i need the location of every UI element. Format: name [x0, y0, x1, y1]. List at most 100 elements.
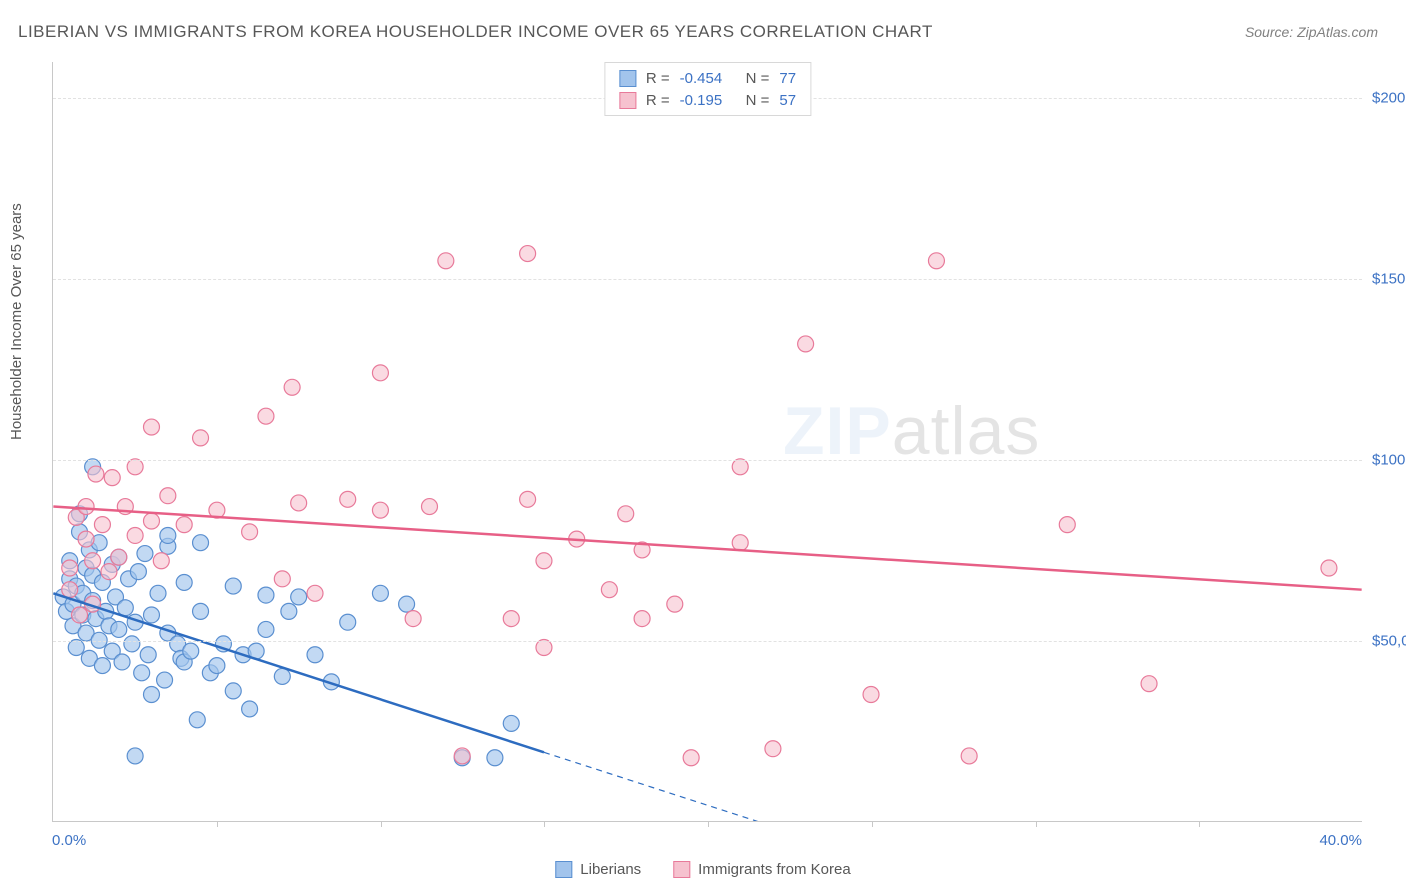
source-name: ZipAtlas.com: [1297, 24, 1378, 40]
data-point: [601, 582, 617, 598]
legend-swatch: [619, 92, 636, 109]
data-point: [209, 658, 225, 674]
legend-label: Immigrants from Korea: [698, 861, 851, 878]
source-prefix: Source:: [1245, 24, 1297, 40]
data-point: [1141, 676, 1157, 692]
x-tick: [544, 821, 545, 827]
data-point: [274, 571, 290, 587]
legend-item: Immigrants from Korea: [673, 861, 851, 878]
data-point: [143, 513, 159, 529]
data-point: [111, 621, 127, 637]
data-point: [62, 582, 78, 598]
data-point: [928, 253, 944, 269]
legend-item: Liberians: [555, 861, 641, 878]
data-point: [667, 596, 683, 612]
data-point: [130, 564, 146, 580]
y-gridline: [53, 279, 1362, 280]
data-point: [340, 614, 356, 630]
data-point: [193, 535, 209, 551]
y-tick-label: $200,000: [1372, 90, 1406, 107]
x-tick: [872, 821, 873, 827]
data-point: [281, 603, 297, 619]
data-point: [732, 535, 748, 551]
legend-swatch: [673, 861, 690, 878]
data-point: [111, 549, 127, 565]
data-point: [153, 553, 169, 569]
data-point: [85, 553, 101, 569]
data-point: [124, 636, 140, 652]
data-point: [520, 491, 536, 507]
legend-n-value: 57: [779, 92, 796, 109]
data-point: [372, 365, 388, 381]
data-point: [127, 527, 143, 543]
legend-n-label: N =: [746, 92, 770, 109]
legend-swatch: [619, 70, 636, 87]
data-point: [291, 589, 307, 605]
data-point: [127, 748, 143, 764]
x-axis-max-label: 40.0%: [1319, 832, 1362, 849]
data-point: [683, 750, 699, 766]
data-point: [134, 665, 150, 681]
y-gridline: [53, 460, 1362, 461]
source-attribution: Source: ZipAtlas.com: [1245, 24, 1378, 40]
data-point: [143, 419, 159, 435]
data-point: [258, 587, 274, 603]
data-point: [503, 715, 519, 731]
data-point: [225, 683, 241, 699]
legend-r-value: -0.195: [680, 92, 736, 109]
legend-r-label: R =: [646, 92, 670, 109]
data-point: [454, 748, 470, 764]
data-point: [137, 546, 153, 562]
x-tick: [381, 821, 382, 827]
data-point: [101, 564, 117, 580]
data-point: [307, 585, 323, 601]
data-point: [399, 596, 415, 612]
series-legend: Liberians Immigrants from Korea: [555, 861, 850, 878]
data-point: [193, 603, 209, 619]
data-point: [160, 527, 176, 543]
legend-swatch: [555, 861, 572, 878]
y-gridline: [53, 641, 1362, 642]
data-point: [405, 611, 421, 627]
data-point: [372, 502, 388, 518]
data-point: [284, 379, 300, 395]
data-point: [176, 574, 192, 590]
legend-r-label: R =: [646, 70, 670, 87]
y-tick-label: $150,000: [1372, 271, 1406, 288]
legend-r-value: -0.454: [680, 70, 736, 87]
x-tick: [708, 821, 709, 827]
legend-label: Liberians: [580, 861, 641, 878]
data-point: [798, 336, 814, 352]
data-point: [160, 488, 176, 504]
data-point: [140, 647, 156, 663]
data-point: [618, 506, 634, 522]
data-point: [242, 524, 258, 540]
x-axis-min-label: 0.0%: [52, 832, 86, 849]
legend-row: R =-0.454N =77: [619, 67, 796, 89]
data-point: [225, 578, 241, 594]
chart-plot-area: R =-0.454N =77R =-0.195N =57 ZIPatlas $5…: [52, 62, 1362, 822]
data-point: [62, 560, 78, 576]
chart-title: LIBERIAN VS IMMIGRANTS FROM KOREA HOUSEH…: [18, 22, 933, 42]
legend-n-value: 77: [779, 70, 796, 87]
data-point: [143, 687, 159, 703]
scatter-svg: [53, 62, 1362, 821]
data-point: [104, 470, 120, 486]
y-tick-label: $50,000: [1372, 633, 1406, 650]
data-point: [157, 672, 173, 688]
data-point: [114, 654, 130, 670]
data-point: [94, 658, 110, 674]
x-tick: [1036, 821, 1037, 827]
data-point: [634, 611, 650, 627]
data-point: [732, 459, 748, 475]
x-tick: [1199, 821, 1200, 827]
data-point: [78, 499, 94, 515]
data-point: [242, 701, 258, 717]
data-point: [536, 553, 552, 569]
data-point: [258, 408, 274, 424]
data-point: [503, 611, 519, 627]
data-point: [189, 712, 205, 728]
correlation-legend: R =-0.454N =77R =-0.195N =57: [604, 62, 811, 116]
x-tick: [217, 821, 218, 827]
data-point: [274, 668, 290, 684]
